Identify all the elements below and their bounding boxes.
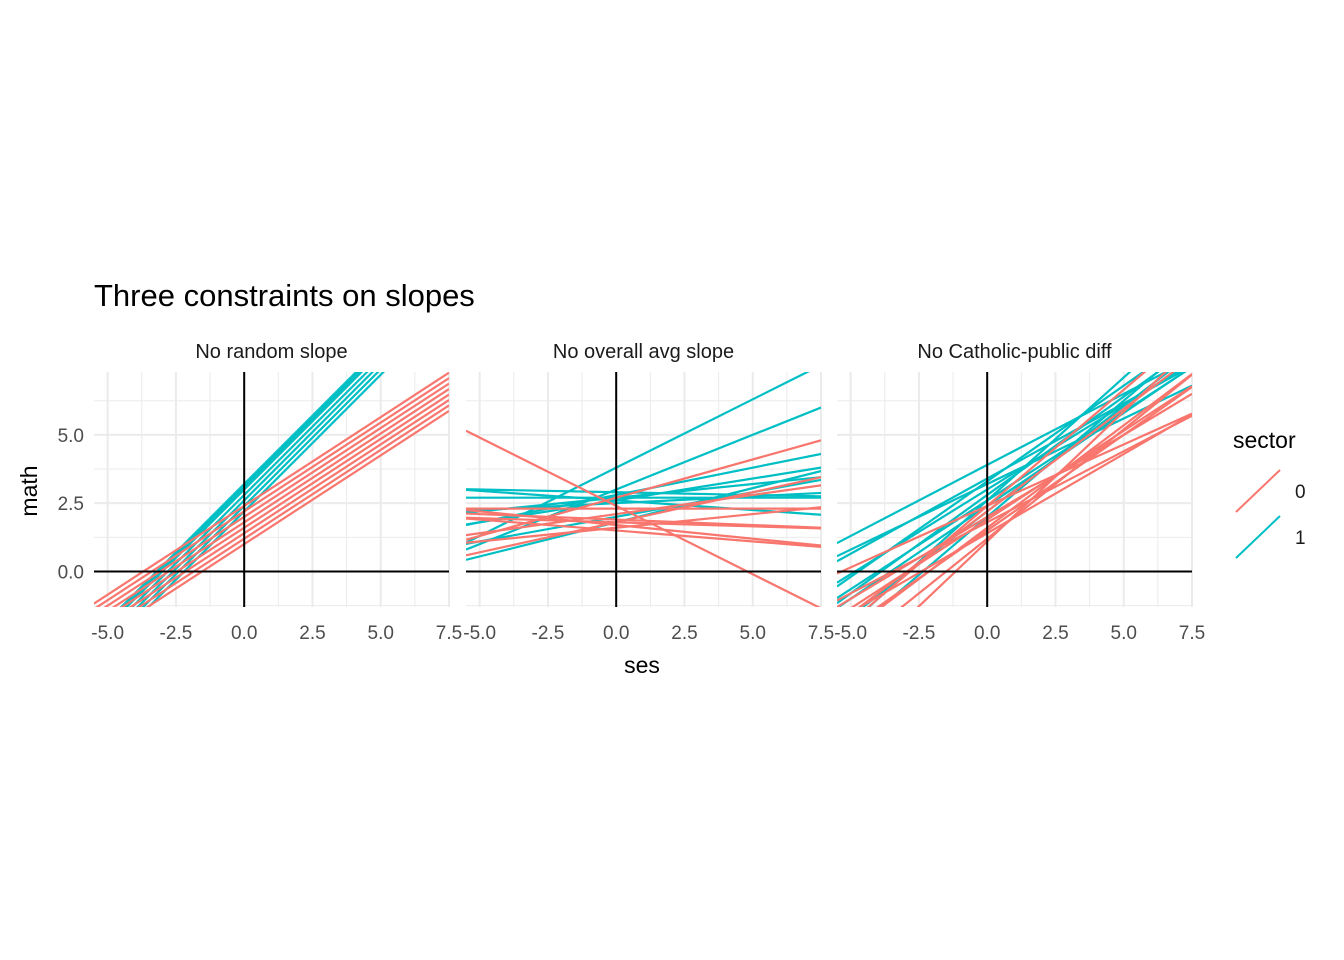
series-line-sector-0 [466, 517, 821, 548]
series-line-sector-1 [837, 372, 1184, 563]
legend: sector 0 1 [1233, 427, 1306, 559]
x-tick-label: -5.0 [91, 623, 124, 644]
series-line-sector-0 [466, 506, 821, 544]
x-tick-label: 0.0 [974, 623, 1000, 644]
facet-strip-label: No Catholic-public diff [917, 341, 1112, 363]
series-line-sector-0 [466, 516, 821, 530]
y-axis-title: math [16, 465, 42, 516]
series-line-sector-0 [466, 508, 821, 547]
series-line-sector-0 [95, 377, 449, 607]
x-tick-label: 2.5 [299, 623, 325, 644]
series-line-sector-0 [120, 393, 449, 607]
y-tick-label: 5.0 [58, 426, 84, 447]
facet-panels: No random slope -5.0 -2.5 0.0 2.5 5.0 7.5 0.0 2.… [58, 341, 1206, 644]
y-tick-label: 2.5 [58, 494, 84, 515]
series-line-sector-0 [837, 412, 1192, 575]
series-line-sector-0 [876, 386, 1192, 607]
x-tick-label: -2.5 [160, 623, 193, 644]
series-line-sector-1 [122, 372, 361, 607]
x-tick-label: 0.0 [603, 623, 629, 644]
x-tick-label: 7.5 [1179, 623, 1205, 644]
x-tick-label: -2.5 [903, 623, 936, 644]
x-tick-label: -5.0 [834, 623, 867, 644]
x-tick-label: 0.0 [231, 623, 257, 644]
x-tick-label: 2.5 [671, 623, 697, 644]
facet-strip-label: No random slope [195, 341, 347, 363]
legend-key-sector-0 [1235, 469, 1281, 513]
x-tick-label: -2.5 [532, 623, 565, 644]
y-tick-label: 0.0 [58, 562, 84, 583]
series-line-sector-0 [466, 476, 821, 557]
x-tick-label: 2.5 [1042, 623, 1068, 644]
x-tick-label: -5.0 [463, 623, 496, 644]
series-line-sector-0 [837, 414, 1192, 602]
facet-panel: No random slope -5.0 -2.5 0.0 2.5 5.0 7.5 0.0 2.… [58, 341, 463, 644]
series-line-sector-0 [900, 373, 1192, 607]
series-lines [466, 372, 821, 607]
series-line-sector-0 [466, 484, 821, 537]
x-tick-label: 5.0 [740, 623, 766, 644]
series-line-sector-0 [145, 410, 449, 607]
x-tick-label: 7.5 [808, 623, 834, 644]
series-line-sector-1 [466, 488, 821, 516]
series-line-sector-0 [128, 399, 449, 607]
series-line-sector-0 [137, 404, 449, 607]
series-line-sector-0 [866, 372, 1147, 607]
series-line-sector-1 [837, 372, 1186, 607]
x-tick-label: 5.0 [368, 623, 394, 644]
series-line-sector-0 [103, 382, 449, 607]
facet-strip-label: No overall avg slope [553, 341, 734, 363]
x-axis-title: ses [624, 652, 660, 678]
series-lines [837, 372, 1192, 607]
legend-title: sector [1233, 427, 1296, 453]
x-tick-label: 5.0 [1111, 623, 1137, 644]
series-line-sector-1 [466, 488, 821, 498]
series-line-sector-0 [850, 385, 1192, 607]
legend-label: 1 [1295, 528, 1306, 549]
facet-panel: No Catholic-public diff -5.0 -2.5 0.0 2.5 5.0… [834, 341, 1205, 644]
x-tick-label: 7.5 [436, 623, 462, 644]
chart-title: Three constraints on slopes [94, 278, 475, 313]
series-line-sector-1 [466, 476, 821, 514]
series-line-sector-0 [94, 372, 449, 605]
legend-label: 0 [1295, 482, 1306, 503]
series-line-sector-1 [837, 384, 1192, 558]
facet-panel: No overall avg slope -5.0 -2.5 0.0 2.5 5.0 7.5 [463, 341, 834, 644]
legend-key-sector-1 [1235, 515, 1281, 559]
series-line-sector-0 [837, 392, 1192, 607]
series-line-sector-0 [111, 388, 449, 607]
series-lines [94, 372, 449, 607]
